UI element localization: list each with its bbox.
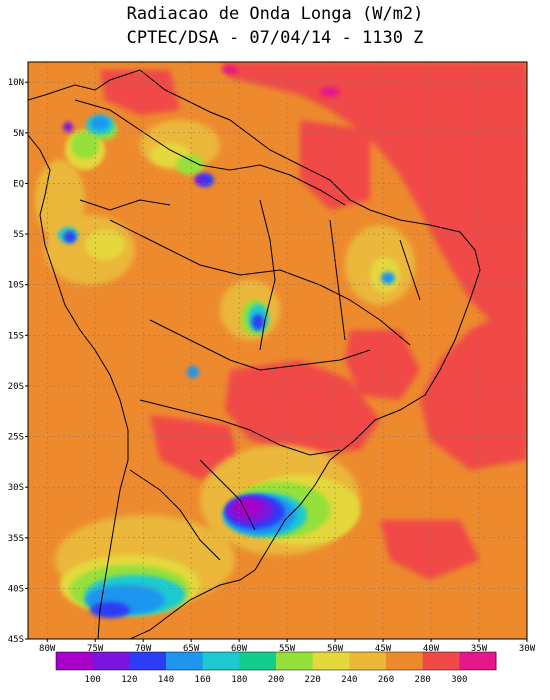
lon-tick-label: 40W: [423, 644, 440, 654]
colorbar-swatch: [386, 652, 424, 670]
lat-tick-label: 10S: [8, 281, 24, 291]
lat-tick-label: 10N: [8, 78, 24, 88]
lon-tick-label: 45W: [375, 644, 392, 654]
lat-tick-label: 45S: [8, 635, 24, 645]
lon-tick-label: 65W: [183, 644, 200, 654]
colorbar-swatch: [459, 652, 497, 670]
colorbar-label: 100: [85, 675, 101, 685]
colorbar-label: 280: [415, 675, 431, 685]
colorbar-label: 200: [268, 675, 284, 685]
colorbar: [55, 651, 497, 671]
lon-tick-label: 60W: [231, 644, 248, 654]
colorbar-label: 260: [378, 675, 394, 685]
colorbar-label: 300: [451, 675, 467, 685]
lat-tick-label: 40S: [8, 584, 24, 594]
lat-lon-grid: [28, 62, 527, 639]
colorbar-swatch: [129, 652, 167, 670]
lat-tick-label: 20S: [8, 382, 24, 392]
lon-tick-label: 50W: [327, 644, 344, 654]
colorbar-label: 220: [305, 675, 321, 685]
lat-tick-label: 5N: [13, 129, 24, 139]
latitude-ticks: 10N 5N EQ 5S 10S 15S 20S 25S 30S 35S 40S 45S: [8, 78, 28, 645]
colorbar-label: 140: [158, 675, 174, 685]
colorbar-swatch: [166, 652, 204, 670]
lat-tick-label: 15S: [8, 331, 24, 341]
lon-tick-label: 55W: [279, 644, 296, 654]
colorbar-swatch: [202, 652, 240, 670]
lat-tick-label: 35S: [8, 534, 24, 544]
lat-tick-label: EQ: [13, 179, 24, 189]
colorbar-labels: 100 120 140 160 180 200 220 240 260 280 300: [85, 675, 468, 685]
lon-tick-label: 75W: [87, 644, 104, 654]
lon-tick-label: 70W: [135, 644, 152, 654]
map-title-line1: Radiacao de Onda Longa (W/m2): [126, 4, 424, 24]
lat-tick-label: 30S: [8, 483, 24, 493]
map-border: [27, 61, 528, 640]
lon-tick-label: 80W: [39, 644, 56, 654]
colorbar-label: 120: [121, 675, 137, 685]
colorbar-swatch: [349, 652, 387, 670]
colorbar-swatch: [312, 652, 350, 670]
colorbar-swatch: [239, 652, 277, 670]
colorbar-swatch: [422, 652, 460, 670]
longitude-ticks: 80W 75W 70W 65W 60W 55W 50W 45W 40W 35W 30W: [39, 639, 536, 654]
coastlines: [28, 69, 481, 639]
lon-tick-label: 30W: [519, 644, 536, 654]
colorbar-swatch: [56, 652, 94, 670]
colorbar-swatch: [276, 652, 314, 670]
colorbar-label: 180: [231, 675, 247, 685]
colorbar-swatch: [92, 652, 130, 670]
lat-tick-label: 5S: [13, 230, 24, 240]
lon-tick-label: 35W: [471, 644, 488, 654]
colorbar-label: 240: [341, 675, 357, 685]
colorbar-outline: [55, 651, 497, 671]
colorbar-label: 160: [195, 675, 211, 685]
olr-field: [28, 62, 527, 639]
lat-tick-label: 25S: [8, 433, 24, 443]
map-title-line2: CPTEC/DSA - 07/04/14 - 1130 Z: [126, 28, 424, 48]
